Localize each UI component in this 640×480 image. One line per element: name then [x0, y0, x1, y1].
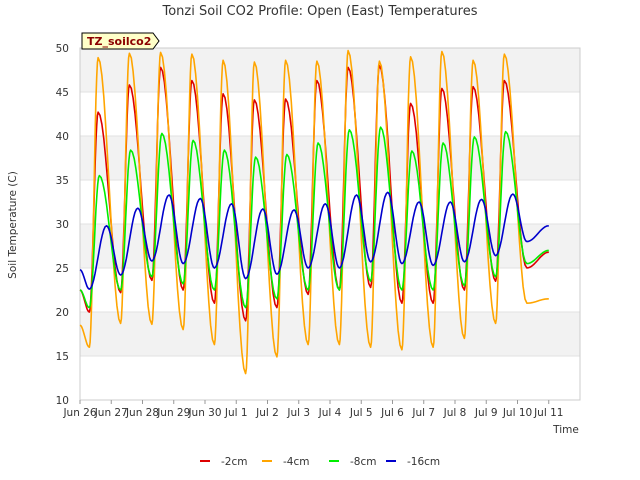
legend: -2cm -4cm -8cm -16cm	[200, 456, 440, 468]
x-tick-label: Jul 9	[474, 407, 498, 419]
x-tick-label: Jul 3	[286, 407, 310, 419]
dataset-tag-box	[81, 32, 160, 50]
x-tick-label: Jul 6	[380, 407, 404, 419]
x-tick-label: Jun 28	[125, 407, 159, 419]
series-line-4cmcm	[79, 49, 549, 375]
dataset-tag-label: TZ_soilco2	[87, 35, 151, 48]
background-band	[80, 356, 580, 400]
x-tick-label: Jun 27	[94, 407, 128, 419]
chart-title: Tonzi Soil CO2 Profile: Open (East) Temp…	[161, 4, 477, 19]
x-tick-label: Jul 8	[443, 407, 467, 419]
series-line-8cmcm	[79, 126, 549, 309]
x-tick-label: Jul 10	[502, 407, 532, 419]
y-tick-label: 30	[56, 219, 69, 231]
legend-label: -16cm	[407, 456, 440, 468]
y-axis-ticks: 10 15 20 25 30 35 40 45 50	[56, 43, 69, 407]
legend-label: -2cm	[221, 456, 247, 468]
x-axis-label: Time	[552, 424, 579, 436]
background-band	[80, 312, 580, 356]
x-tick-label: Jun 30	[187, 407, 221, 419]
x-tick-label: Jul 5	[349, 407, 373, 419]
y-tick-label: 45	[56, 87, 69, 99]
x-tick-label: Jun 29	[156, 407, 190, 419]
y-tick-label: 50	[56, 43, 69, 55]
series-line-16cmcm	[79, 191, 549, 290]
y-tick-label: 10	[56, 395, 69, 407]
y-tick-label: 20	[56, 307, 69, 319]
background-band	[80, 136, 580, 180]
y-tick-label: 40	[56, 131, 69, 143]
y-axis-label: Soil Temperature (C)	[7, 171, 19, 279]
legend-label: -4cm	[283, 456, 309, 468]
background-band	[80, 48, 580, 92]
x-tick-label: Jun 26	[62, 407, 96, 419]
background-band	[80, 92, 580, 136]
series-line-2cmcm	[79, 64, 549, 322]
x-tick-label: Jul 7	[411, 407, 435, 419]
y-tick-label: 15	[56, 351, 69, 363]
x-tick-label: Jul 11	[533, 407, 563, 419]
x-tick-label: Jul 4	[318, 407, 342, 419]
y-tick-label: 25	[56, 263, 69, 275]
x-tick-label: Jul 1	[224, 407, 248, 419]
dataset-tag: TZ_soilco2	[81, 32, 160, 50]
x-tick-label: Jul 2	[255, 407, 279, 419]
y-tick-label: 35	[56, 175, 69, 187]
series-lines	[79, 49, 549, 375]
legend-label: -8cm	[350, 456, 376, 468]
